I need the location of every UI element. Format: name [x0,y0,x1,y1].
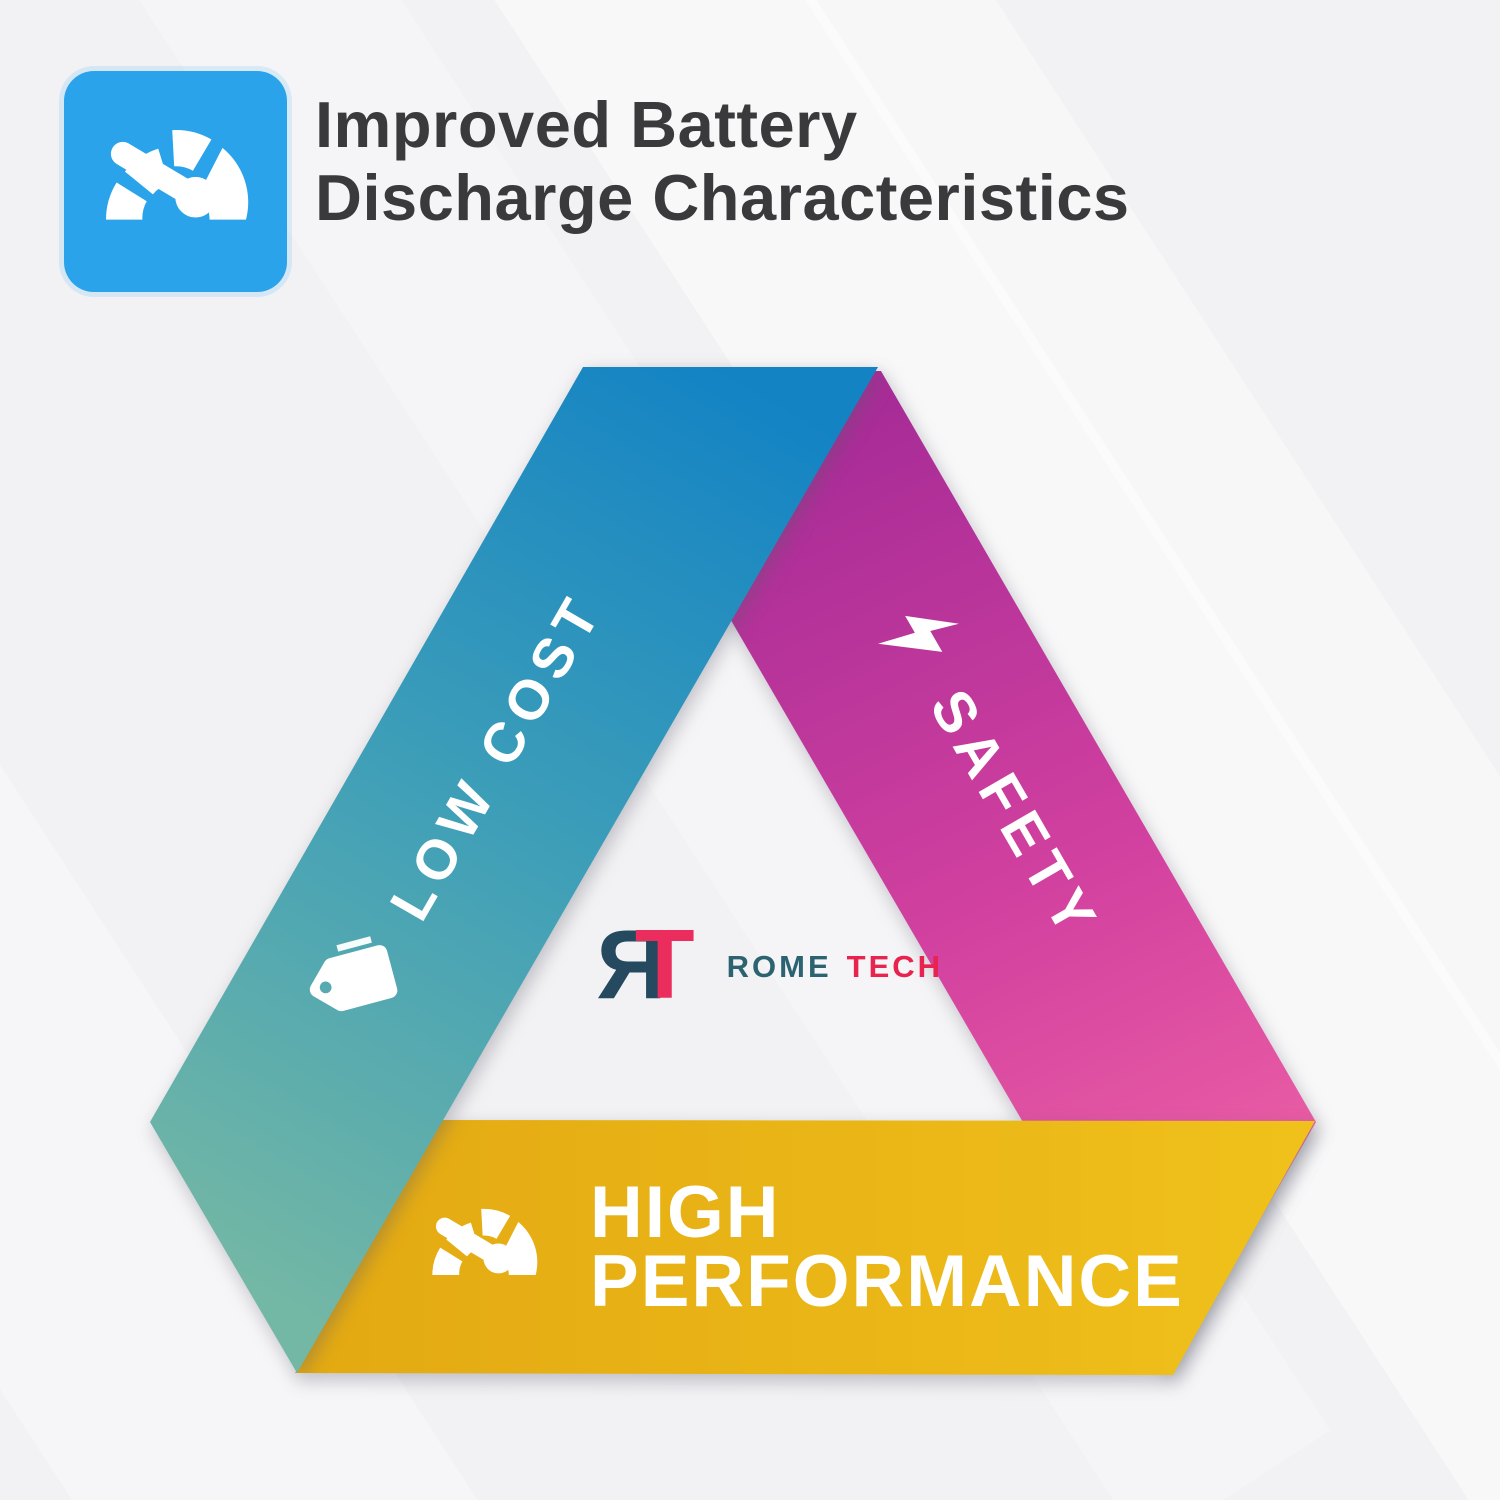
high-performance-label-line2: PERFORMANCE [590,1241,1184,1322]
page-title-line2: Discharge Characteristics [315,161,1130,234]
header-speedometer-badge [64,71,287,292]
price-tag-icon [296,914,436,1049]
speedometer-icon [92,116,260,247]
low-cost-label-group: LOW COST [296,571,634,1049]
lightning-bolt-icon [859,592,968,687]
logo-name-rome: ROME [726,949,832,984]
band-high-performance [295,1120,1315,1375]
logo-monogram-t: T [634,909,695,1019]
rome-tech-logo: R T ROME TECH [596,909,944,1019]
logo-name-tech: TECH [846,949,944,984]
band-low-cost [150,367,878,1373]
page-title-line1: Improved Battery [315,88,858,161]
safety-label-group: SAFETY [859,592,1125,958]
speedometer-icon [422,1198,546,1297]
high-performance-label-group: HIGH PERFORMANCE [422,1172,1184,1322]
high-performance-label-line1: HIGH [590,1172,781,1253]
page-title: Improved Battery Discharge Characteristi… [315,88,1130,234]
